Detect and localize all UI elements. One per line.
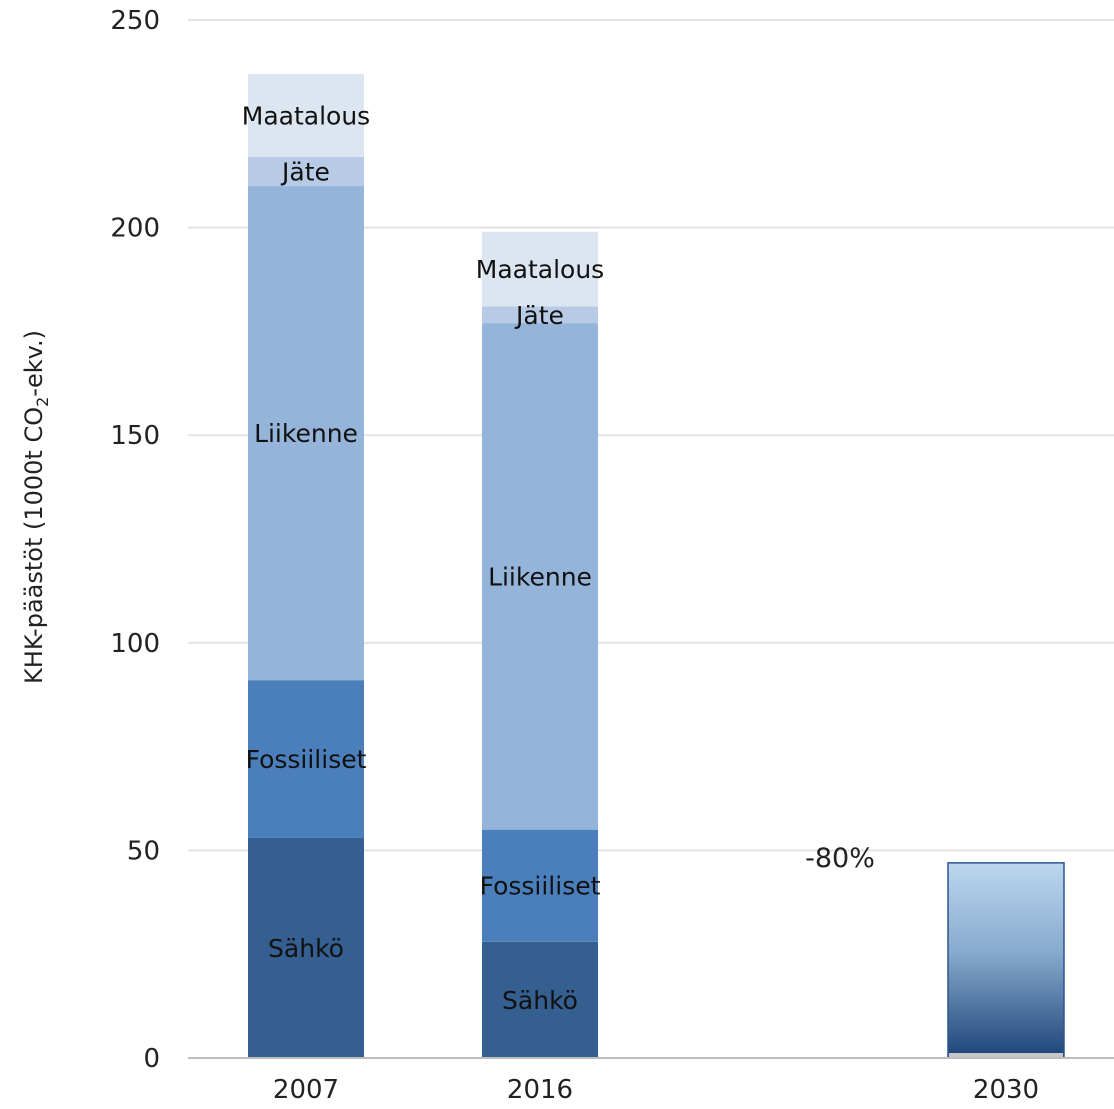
bar-segment (248, 680, 364, 838)
segment-label: Sähkö (268, 934, 344, 963)
bar-segment (482, 323, 598, 830)
segment-label: Maatalous (242, 101, 370, 130)
x-axis-ticks: 2007 2016 2030 (273, 1075, 1039, 1105)
segment-label: Jäte (280, 158, 330, 187)
y-axis-label: KHK-päästöt (1000t CO2-ekv.) (20, 330, 52, 684)
bar-segment (248, 157, 364, 187)
bar-segment (248, 186, 364, 681)
x-tick-label: 2007 (273, 1075, 339, 1105)
y-tick-label: 250 (110, 6, 160, 36)
y-tick-label: 50 (127, 836, 160, 866)
y-tick-label: 100 (110, 629, 160, 659)
segment-label: Liikenne (254, 419, 358, 448)
target-bar (947, 862, 1065, 1059)
bar-segment (482, 306, 598, 324)
reduction-annotation: -80% (805, 843, 875, 874)
bar-segment (248, 73, 364, 158)
y-tick-label: 0 (143, 1044, 160, 1074)
bar-segment (482, 829, 598, 942)
segment-label: Liikenne (488, 562, 592, 591)
target-bar-base (949, 1053, 1063, 1058)
y-axis-ticks: 0 50 100 150 200 250 (110, 6, 160, 1074)
y-tick-label: 150 (110, 421, 160, 451)
bar-segment (482, 231, 598, 307)
segment-label: Jäte (514, 301, 564, 330)
bars: Sähkö Fossiiliset Liikenne Jäte Maatalous Säh… (188, 73, 1114, 1059)
segment-label: Sähkö (502, 986, 578, 1015)
segment-label: Fossiiliset (246, 745, 367, 774)
bar-segment (248, 837, 364, 1058)
segment-label: Fossiiliset (480, 872, 601, 901)
y-tick-label: 200 (110, 214, 160, 244)
x-tick-label: 2030 (973, 1075, 1039, 1105)
x-tick-label: 2016 (507, 1075, 573, 1105)
segment-label: Maatalous (476, 255, 604, 284)
bar-segment (482, 941, 598, 1058)
